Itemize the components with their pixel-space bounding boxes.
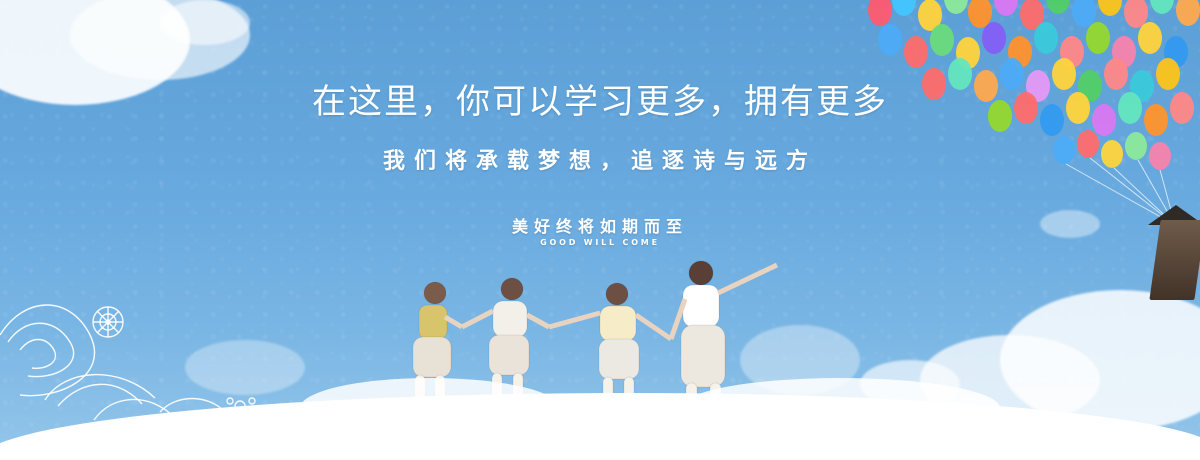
cloud-right-small [1040,210,1100,238]
lace-flower-ornament [0,304,256,421]
slogan-text: 美好终将如期而至 [511,217,688,236]
cloud-left-soft [185,340,305,395]
cloud-top-left-small [160,0,250,45]
slogan-english-text: GOOD WILL COME [540,238,660,247]
balloon-cluster-image [868,0,1200,226]
headline-text: 在这里，你可以学习更多，拥有更多 [312,82,888,122]
subheadline-text: 我们将承载梦想，追逐诗与远方 [382,149,817,174]
